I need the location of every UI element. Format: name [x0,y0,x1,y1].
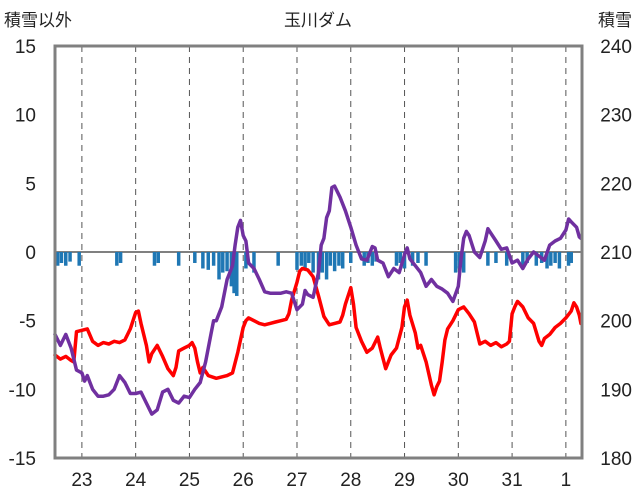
bar [307,252,311,263]
y-right-tick-label: 210 [600,243,632,264]
bar [549,252,553,266]
bar [340,252,345,269]
x-tick-label: 1 [561,470,572,491]
plot-frame [53,44,584,460]
plot-layer: 23 24 25 26 27 28 29 30 31 1 15 10 5 0 -5 -10 -15 240 230 2… [9,37,632,491]
x-tick-label: 28 [340,470,361,491]
y-left-tick-label: -10 [9,380,36,401]
bar [299,252,304,266]
y-left-tick-label: 0 [25,243,36,264]
bar [232,252,236,294]
bar [557,252,562,269]
bar [328,252,333,266]
bar [221,252,225,273]
bar [337,252,341,266]
bar [176,252,181,266]
bar [303,252,307,269]
y-left-tick-label: 5 [25,174,36,195]
series-line-red [53,266,583,397]
bar [225,252,229,272]
x-tick-label: 30 [448,470,469,491]
bar [68,252,72,262]
bar [115,252,119,266]
bar [521,252,525,266]
bar [424,252,428,266]
bar [276,252,280,266]
bar [416,252,420,263]
y-right-tick-label: 190 [600,380,632,401]
bar [311,252,315,273]
bar [118,252,123,263]
bar [320,252,325,273]
bar [152,252,157,266]
bar [217,252,221,280]
x-tick-label: 25 [179,470,200,491]
y-right-tick-label: 220 [600,174,632,195]
y-left-tick-label: 15 [15,37,36,58]
y-right-tick-label: 200 [600,312,632,333]
bar [244,252,248,269]
chart-title: 玉川ダム [284,11,352,31]
bar [453,252,458,273]
left-axis-label: 積雪以外 [4,11,72,31]
series-line-purple [53,184,583,416]
bar [156,252,160,263]
y-right-tick-label: 180 [600,449,632,470]
bar [211,252,216,266]
bar [534,252,539,266]
bar [55,252,60,266]
bar [461,252,466,273]
bar [349,252,353,263]
bar [235,252,239,296]
x-tick-label: 24 [125,470,147,491]
bar [566,252,571,266]
bar [64,252,68,266]
bar [206,252,211,270]
bar [410,252,415,266]
bar [370,252,375,266]
y-left-tick-label: 10 [15,106,36,127]
x-tick-label: 26 [233,470,254,491]
bar [295,252,299,270]
y-right-tick-label: 230 [600,106,632,127]
bar [193,252,197,263]
bar [59,252,64,263]
x-tick-label: 31 [502,470,523,491]
right-axis-label: 積雪 [598,11,632,31]
bar [398,252,402,263]
bar [494,252,498,263]
y-right-tick-label: 240 [600,37,632,58]
x-tick-label: 27 [286,470,307,491]
y-left-tick-label: -15 [9,449,36,470]
bar [332,252,337,272]
x-tick-label: 29 [394,470,415,491]
bar [569,252,573,263]
bar [252,252,256,273]
bar [77,252,81,266]
y-left-tick-label: -5 [19,312,36,333]
bar [394,252,399,266]
bar [545,252,549,269]
bar [324,252,329,280]
bar [201,252,205,269]
x-tick-label: 23 [71,470,92,491]
bar [553,252,557,263]
bar [486,252,490,266]
bar [504,252,509,266]
